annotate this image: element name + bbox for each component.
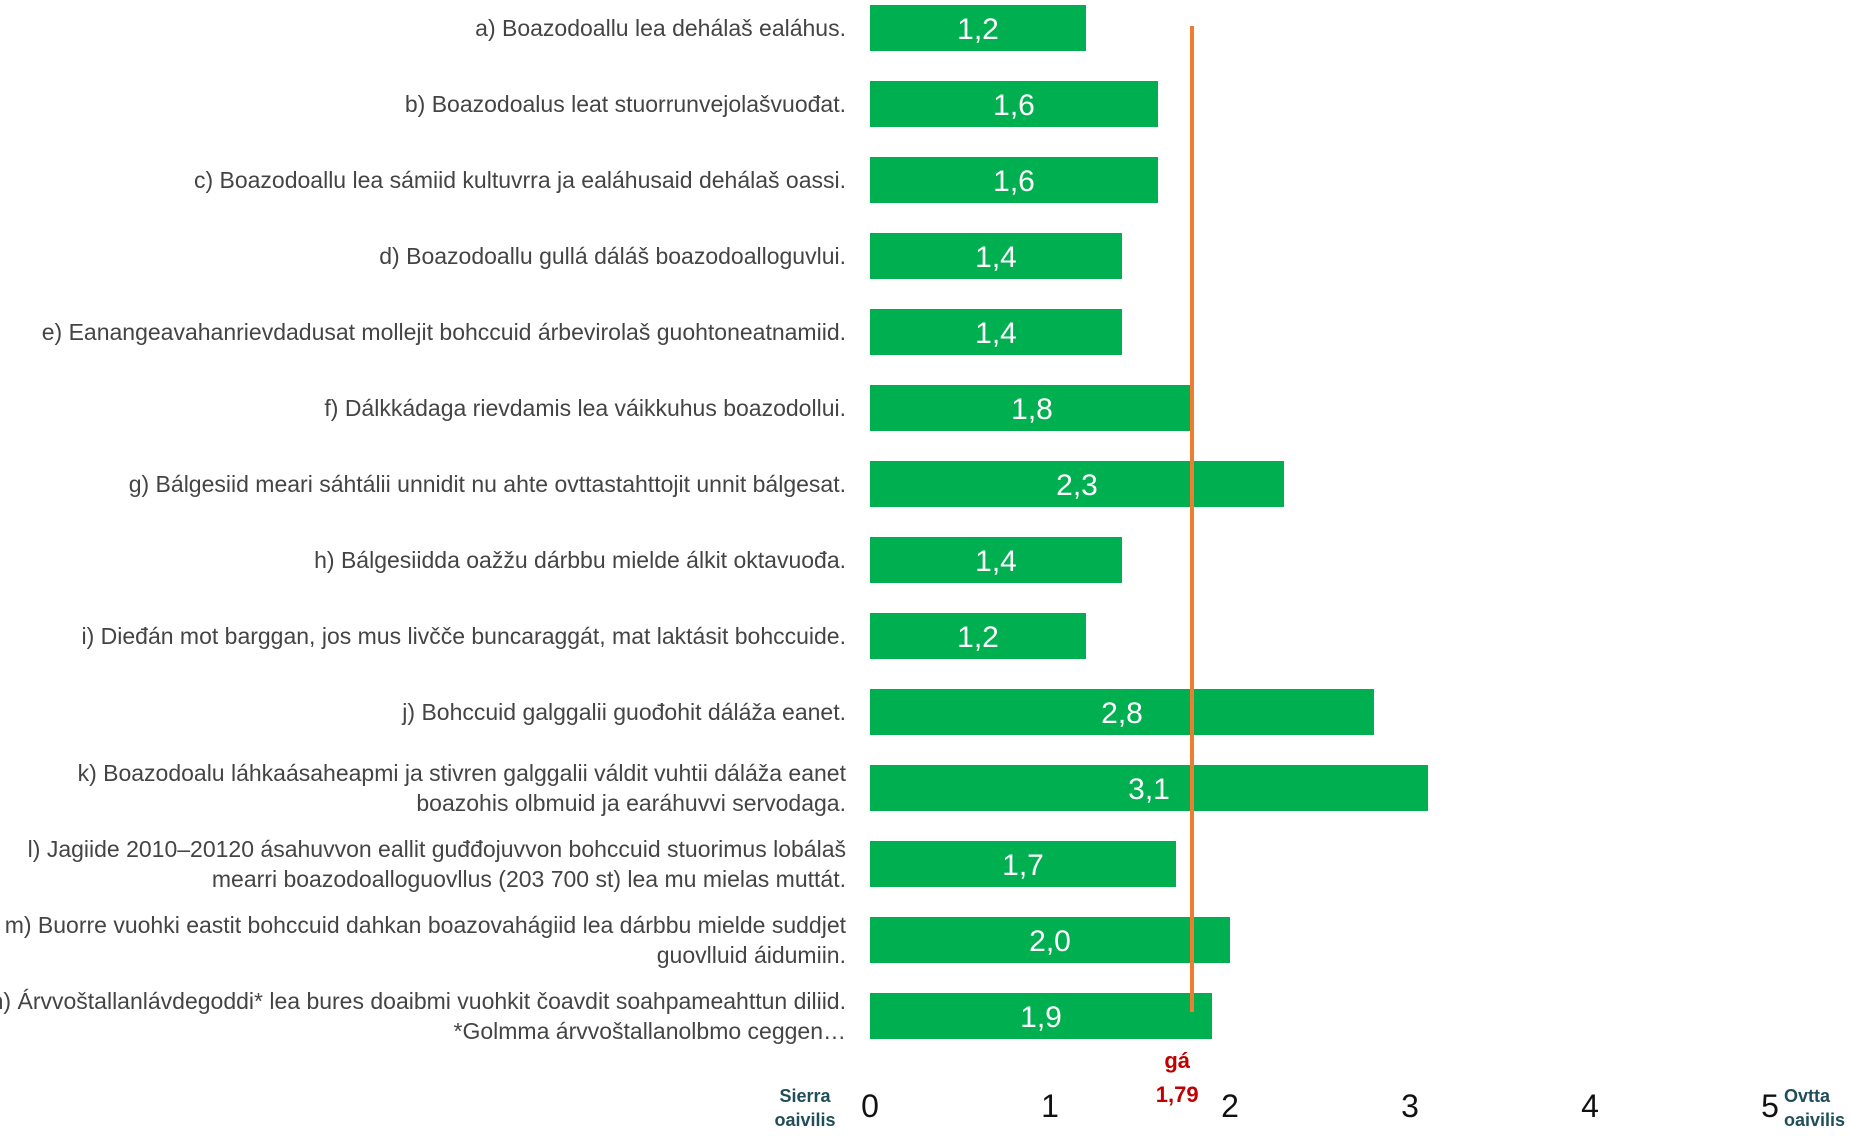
category-label: c) Boazodoallu lea sámiid kultuvrra ja e… xyxy=(193,167,846,193)
x-tick-label: 0 xyxy=(861,1088,879,1124)
bar xyxy=(870,613,1086,659)
x-tick-label: 5 xyxy=(1761,1088,1779,1124)
bar-value-label: 3,1 xyxy=(1128,773,1170,806)
bar-value-label: 2,0 xyxy=(1029,925,1071,958)
category-label: g) Bálgesiid meari sáhtálii unnidit nu a… xyxy=(128,471,846,497)
bar-value-label: 1,6 xyxy=(993,165,1035,198)
bar-value-label: 2,8 xyxy=(1101,697,1143,730)
axis-end-label-line: Sierra xyxy=(779,1086,831,1106)
bar-value-label: 1,4 xyxy=(975,241,1017,274)
bar-value-label: 1,7 xyxy=(1002,849,1044,882)
axis-end-label-line: oaivilis xyxy=(774,1110,836,1130)
bar xyxy=(870,461,1284,507)
bar-value-label: 1,4 xyxy=(975,317,1017,350)
bar-value-label: 1,2 xyxy=(957,621,999,654)
bar xyxy=(870,917,1230,963)
average-label-line1: gá xyxy=(1164,1048,1191,1073)
category-label: f) Dálkkádaga rievdamis lea váikkuhus bo… xyxy=(324,395,846,421)
axis-end-label-line: Ovtta xyxy=(1784,1086,1831,1106)
bar xyxy=(870,157,1158,203)
average-label-value: 1,79 xyxy=(1155,1082,1199,1107)
bar xyxy=(870,309,1122,355)
bar xyxy=(870,537,1122,583)
axis-end-label-left: Sierra oaivilis xyxy=(760,1084,850,1132)
bar xyxy=(870,993,1212,1039)
bar-value-label: 1,6 xyxy=(993,89,1035,122)
bar xyxy=(870,385,1194,431)
category-label: j) Bohccuid galggalii guođohit dáláža ea… xyxy=(402,699,846,725)
axis-end-label-right: Ovtta oaivilis xyxy=(1784,1084,1851,1132)
category-label: m) Buorre vuohki eastit bohccuid dahkan … xyxy=(4,912,846,968)
bar-value-label: 2,3 xyxy=(1056,469,1098,502)
bar-value-label: 1,9 xyxy=(1020,1001,1062,1034)
category-label: k) Boazodoalu láhkaásaheapmi ja stivren … xyxy=(77,760,846,816)
category-label: i) Dieđán mot barggan, jos mus livčče bu… xyxy=(81,623,846,649)
x-tick-label: 1 xyxy=(1041,1088,1059,1124)
x-tick-label: 2 xyxy=(1221,1088,1239,1124)
category-label: h) Bálgesiidda oažžu dárbbu mielde álkit… xyxy=(314,547,846,573)
x-tick-label: 3 xyxy=(1401,1088,1419,1124)
bar-value-label: 1,2 xyxy=(957,13,999,46)
category-label: d) Boazodoallu gullá dáláš boazodoallogu… xyxy=(379,243,846,269)
average-label: gá 1,79 xyxy=(1156,1044,1199,1112)
bar xyxy=(870,689,1374,735)
bar-value-label: 1,8 xyxy=(1011,393,1053,426)
category-label: b) Boazodoalus leat stuorrunvejolašvuođa… xyxy=(404,91,846,117)
category-label: n) Árvvoštallanlávdegoddi* lea bures doa… xyxy=(0,988,846,1044)
bar xyxy=(870,81,1158,127)
category-label: l) Jagiide 2010–20120 ásahuvvon eallit g… xyxy=(27,836,846,892)
category-label: e) Eanangeavahanrievdadusat mollejit boh… xyxy=(41,319,846,345)
bar xyxy=(870,765,1428,811)
axis-end-label-line: oaivilis xyxy=(1784,1110,1846,1130)
x-tick-label: 4 xyxy=(1581,1088,1599,1124)
category-label: a) Boazodoallu lea dehálaš ealáhus. xyxy=(475,15,846,41)
bar xyxy=(870,233,1122,279)
bar-value-label: 1,4 xyxy=(975,545,1017,578)
bar xyxy=(870,5,1086,51)
bar xyxy=(870,841,1176,887)
average-line xyxy=(1190,26,1195,1012)
